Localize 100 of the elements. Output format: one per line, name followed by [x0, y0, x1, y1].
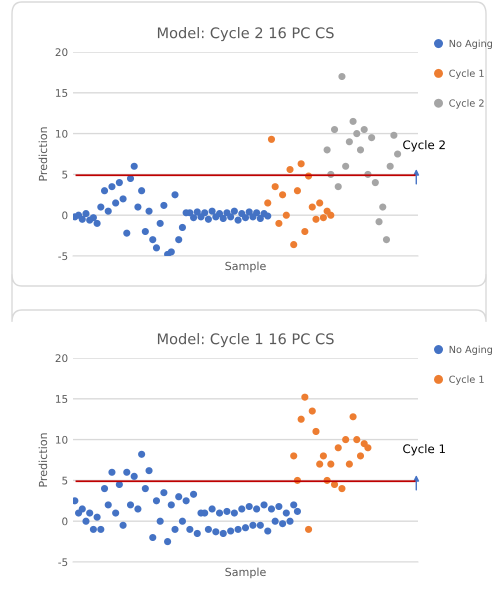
y-tick-label: 0 — [62, 517, 68, 526]
point — [234, 216, 242, 224]
legend-label: Cycle 1 — [449, 375, 484, 385]
point — [334, 183, 342, 190]
y-tick-label: 20 — [56, 48, 68, 56]
point — [334, 444, 342, 452]
point — [320, 214, 327, 222]
point — [97, 204, 104, 211]
point — [175, 236, 182, 244]
chart-title: Model: Cycle 2 16 PC CS — [158, 27, 334, 42]
point — [301, 394, 308, 401]
point — [142, 228, 149, 236]
y-tick-label: 10 — [56, 130, 68, 138]
point — [116, 179, 123, 186]
point — [353, 130, 360, 138]
point — [282, 212, 290, 219]
point — [156, 220, 164, 227]
point — [368, 134, 376, 142]
point — [364, 444, 372, 452]
point — [242, 214, 250, 222]
point — [152, 244, 160, 252]
point — [327, 212, 334, 219]
point — [338, 485, 346, 492]
point — [346, 460, 353, 468]
point — [279, 191, 286, 198]
point — [290, 241, 298, 248]
point — [264, 212, 272, 220]
point — [301, 228, 308, 236]
legend-label: No Aging — [450, 40, 492, 49]
x-axis-title: Sample — [225, 262, 266, 272]
y-tick-label: 20 — [56, 354, 68, 362]
point — [138, 187, 146, 194]
point — [120, 195, 127, 202]
point — [308, 408, 316, 415]
point — [268, 136, 276, 143]
point — [171, 191, 179, 198]
point — [146, 208, 153, 215]
point — [316, 460, 324, 468]
point — [298, 416, 305, 423]
point — [104, 208, 112, 215]
point — [108, 183, 116, 190]
legend-label: Cycle 1 — [449, 69, 484, 79]
point — [201, 209, 208, 216]
y-tick-label: 0 — [62, 211, 68, 220]
point — [312, 216, 320, 223]
legend-label: No Aging — [450, 346, 492, 355]
point — [308, 204, 316, 211]
point — [390, 132, 398, 139]
point — [286, 166, 294, 174]
point — [112, 199, 120, 206]
point — [123, 230, 130, 237]
point — [134, 204, 142, 211]
point — [208, 208, 216, 215]
annotation: Cycle 1 — [403, 444, 445, 456]
point — [346, 138, 353, 146]
point — [294, 187, 301, 194]
point — [256, 214, 264, 222]
y-tick-label: 10 — [56, 436, 68, 444]
point — [178, 224, 186, 231]
point — [312, 428, 320, 435]
point — [320, 452, 327, 460]
point — [327, 460, 334, 468]
point — [94, 220, 101, 227]
point — [386, 162, 394, 170]
point — [360, 126, 368, 134]
chart-title: Model: Cycle 1 16 PC CS — [158, 333, 334, 348]
point — [356, 146, 364, 154]
point — [100, 187, 108, 194]
point — [168, 248, 175, 256]
point — [190, 214, 198, 222]
point — [194, 208, 201, 216]
point — [316, 199, 324, 206]
annotation: Cycle 2 — [403, 140, 445, 152]
point — [230, 208, 238, 215]
point — [342, 162, 350, 170]
point — [204, 216, 212, 223]
point — [324, 146, 331, 154]
point — [90, 214, 97, 222]
point — [382, 236, 390, 244]
point — [372, 179, 379, 186]
point — [130, 162, 138, 170]
point — [272, 183, 279, 190]
point — [342, 436, 350, 444]
y-axis-title: Prediction — [38, 127, 48, 181]
point — [394, 150, 402, 158]
point — [350, 413, 357, 420]
point — [330, 126, 338, 134]
point — [275, 220, 282, 227]
y-tick-label: 5 — [62, 170, 68, 179]
point — [227, 213, 234, 220]
x-axis-title: Sample — [225, 568, 266, 578]
point — [82, 210, 90, 218]
point — [160, 202, 168, 209]
point — [350, 118, 357, 125]
y-axis-title: Prediction — [38, 433, 48, 487]
point — [305, 526, 312, 533]
legend-label: Cycle 2 — [449, 99, 484, 109]
point — [376, 218, 383, 226]
y-tick-label: -5 — [58, 558, 68, 566]
point — [264, 199, 272, 206]
